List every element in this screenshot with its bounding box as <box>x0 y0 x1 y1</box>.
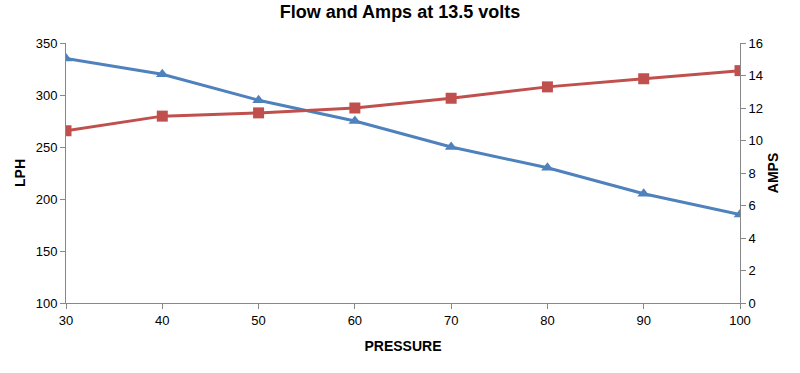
svg-text:100: 100 <box>36 296 58 311</box>
svg-text:4: 4 <box>749 231 756 246</box>
svg-text:LPH: LPH <box>12 159 28 187</box>
svg-text:60: 60 <box>348 313 362 328</box>
svg-text:90: 90 <box>636 313 650 328</box>
svg-text:16: 16 <box>749 36 763 51</box>
svg-text:80: 80 <box>540 313 554 328</box>
svg-text:0: 0 <box>749 296 756 311</box>
svg-text:Flow and Amps at 13.5 volts: Flow and Amps at 13.5 volts <box>280 2 520 22</box>
svg-text:40: 40 <box>155 313 169 328</box>
svg-text:150: 150 <box>36 244 58 259</box>
svg-text:100: 100 <box>729 313 751 328</box>
svg-text:300: 300 <box>36 88 58 103</box>
svg-text:70: 70 <box>444 313 458 328</box>
svg-text:6: 6 <box>749 198 756 213</box>
svg-text:350: 350 <box>36 36 58 51</box>
svg-text:AMPS: AMPS <box>765 153 781 193</box>
svg-text:8: 8 <box>749 166 756 181</box>
svg-text:200: 200 <box>36 192 58 207</box>
svg-text:50: 50 <box>251 313 265 328</box>
svg-text:10: 10 <box>749 133 763 148</box>
svg-text:2: 2 <box>749 263 756 278</box>
svg-text:PRESSURE: PRESSURE <box>364 338 441 354</box>
svg-text:14: 14 <box>749 68 763 83</box>
svg-text:250: 250 <box>36 140 58 155</box>
svg-text:30: 30 <box>59 313 73 328</box>
svg-text:12: 12 <box>749 101 763 116</box>
